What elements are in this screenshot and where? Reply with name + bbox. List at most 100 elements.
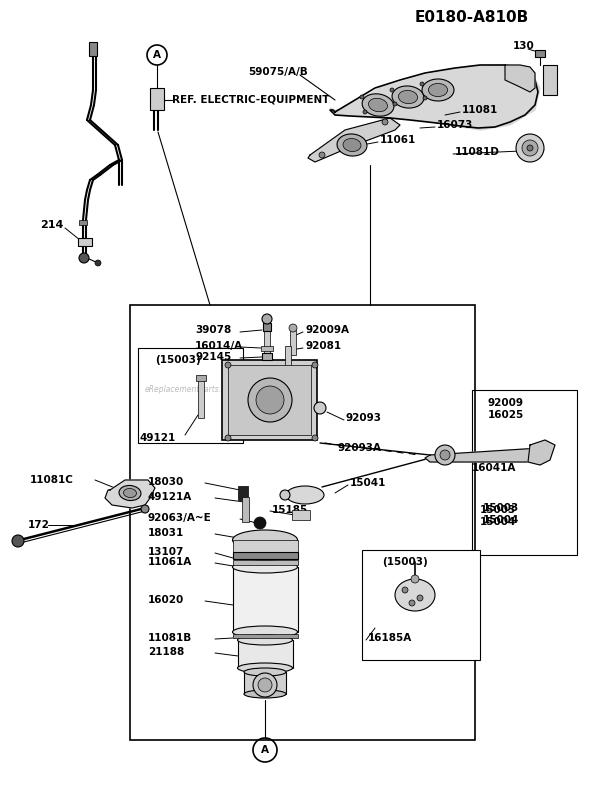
- Bar: [233, 634, 298, 638]
- Text: 15041: 15041: [350, 478, 386, 488]
- Text: 92093A: 92093A: [338, 443, 382, 453]
- Bar: [362, 550, 480, 660]
- Text: 11081B: 11081B: [148, 633, 192, 643]
- Bar: [244, 672, 286, 694]
- Bar: [263, 323, 271, 331]
- Text: 92093: 92093: [346, 413, 382, 423]
- Polygon shape: [330, 65, 540, 130]
- Bar: [264, 331, 270, 355]
- Circle shape: [256, 386, 284, 414]
- Text: 11061: 11061: [380, 135, 417, 145]
- Text: 16025: 16025: [488, 410, 525, 420]
- Circle shape: [12, 535, 24, 547]
- Text: eReplacementParts.com: eReplacementParts.com: [145, 386, 238, 395]
- Circle shape: [258, 678, 272, 692]
- Circle shape: [225, 362, 231, 368]
- Bar: [261, 346, 273, 351]
- Bar: [89, 42, 97, 56]
- Circle shape: [254, 517, 266, 529]
- Bar: [138, 348, 243, 443]
- Text: 49121: 49121: [140, 433, 176, 443]
- Circle shape: [402, 587, 408, 593]
- Circle shape: [262, 314, 272, 324]
- Ellipse shape: [392, 86, 424, 108]
- Bar: [242, 497, 249, 522]
- Text: 92063/A~E: 92063/A~E: [148, 513, 212, 523]
- Ellipse shape: [123, 488, 136, 498]
- Circle shape: [79, 253, 89, 263]
- Bar: [79, 220, 87, 225]
- Bar: [292, 510, 310, 520]
- Ellipse shape: [286, 486, 324, 504]
- Circle shape: [390, 88, 394, 92]
- Bar: [233, 552, 298, 559]
- Polygon shape: [308, 118, 400, 162]
- Polygon shape: [505, 65, 535, 92]
- Bar: [535, 50, 545, 57]
- Text: 11061A: 11061A: [148, 557, 192, 567]
- Circle shape: [420, 82, 424, 86]
- Ellipse shape: [232, 530, 297, 550]
- Bar: [198, 378, 204, 418]
- Bar: [130, 305, 475, 740]
- Text: 15004: 15004: [480, 517, 516, 527]
- Circle shape: [382, 119, 388, 125]
- Circle shape: [248, 378, 292, 422]
- Bar: [238, 640, 293, 668]
- Bar: [78, 238, 92, 246]
- Ellipse shape: [119, 485, 141, 500]
- Bar: [233, 560, 298, 565]
- Circle shape: [393, 102, 397, 106]
- Text: 92009A: 92009A: [305, 325, 349, 335]
- Text: 92145: 92145: [195, 352, 231, 362]
- Circle shape: [516, 134, 544, 162]
- Text: 16041A: 16041A: [472, 463, 516, 473]
- Bar: [196, 375, 206, 381]
- Bar: [543, 65, 557, 95]
- Ellipse shape: [238, 635, 293, 645]
- Text: 130: 130: [513, 41, 535, 51]
- Circle shape: [253, 673, 277, 697]
- Circle shape: [522, 140, 538, 156]
- Ellipse shape: [395, 579, 435, 611]
- Ellipse shape: [337, 134, 367, 156]
- Ellipse shape: [369, 98, 388, 112]
- Polygon shape: [105, 480, 155, 508]
- Text: A: A: [261, 745, 269, 755]
- Text: 11081C: 11081C: [30, 475, 74, 485]
- Ellipse shape: [244, 690, 286, 698]
- Circle shape: [312, 362, 318, 368]
- Text: 11081: 11081: [462, 105, 498, 115]
- Bar: [285, 346, 291, 366]
- Text: 18031: 18031: [148, 528, 184, 538]
- Text: 11081D: 11081D: [455, 147, 500, 157]
- Circle shape: [95, 260, 101, 266]
- Text: 15003: 15003: [483, 503, 519, 513]
- Polygon shape: [425, 448, 545, 462]
- Text: 15185: 15185: [272, 505, 308, 515]
- Polygon shape: [528, 440, 555, 465]
- Ellipse shape: [232, 626, 297, 638]
- Text: 21188: 21188: [148, 647, 184, 657]
- Ellipse shape: [398, 91, 418, 104]
- Ellipse shape: [428, 83, 448, 97]
- Text: 39078: 39078: [195, 325, 231, 335]
- Circle shape: [423, 96, 427, 100]
- Bar: [238, 486, 248, 500]
- Text: E0180-A810B: E0180-A810B: [415, 10, 529, 25]
- Circle shape: [289, 324, 297, 332]
- Text: 16073: 16073: [437, 120, 473, 130]
- Text: 92081: 92081: [305, 341, 341, 351]
- Circle shape: [141, 505, 149, 513]
- Bar: [290, 330, 296, 355]
- Text: REF. ELECTRIC-EQUIPMENT: REF. ELECTRIC-EQUIPMENT: [172, 95, 329, 105]
- Text: 92009: 92009: [488, 398, 524, 408]
- Circle shape: [363, 110, 367, 114]
- Text: 13107: 13107: [148, 547, 184, 557]
- Text: 18030: 18030: [148, 477, 184, 487]
- Circle shape: [280, 490, 290, 500]
- Bar: [233, 567, 298, 632]
- Bar: [150, 88, 164, 110]
- Circle shape: [527, 145, 533, 151]
- Circle shape: [440, 450, 450, 460]
